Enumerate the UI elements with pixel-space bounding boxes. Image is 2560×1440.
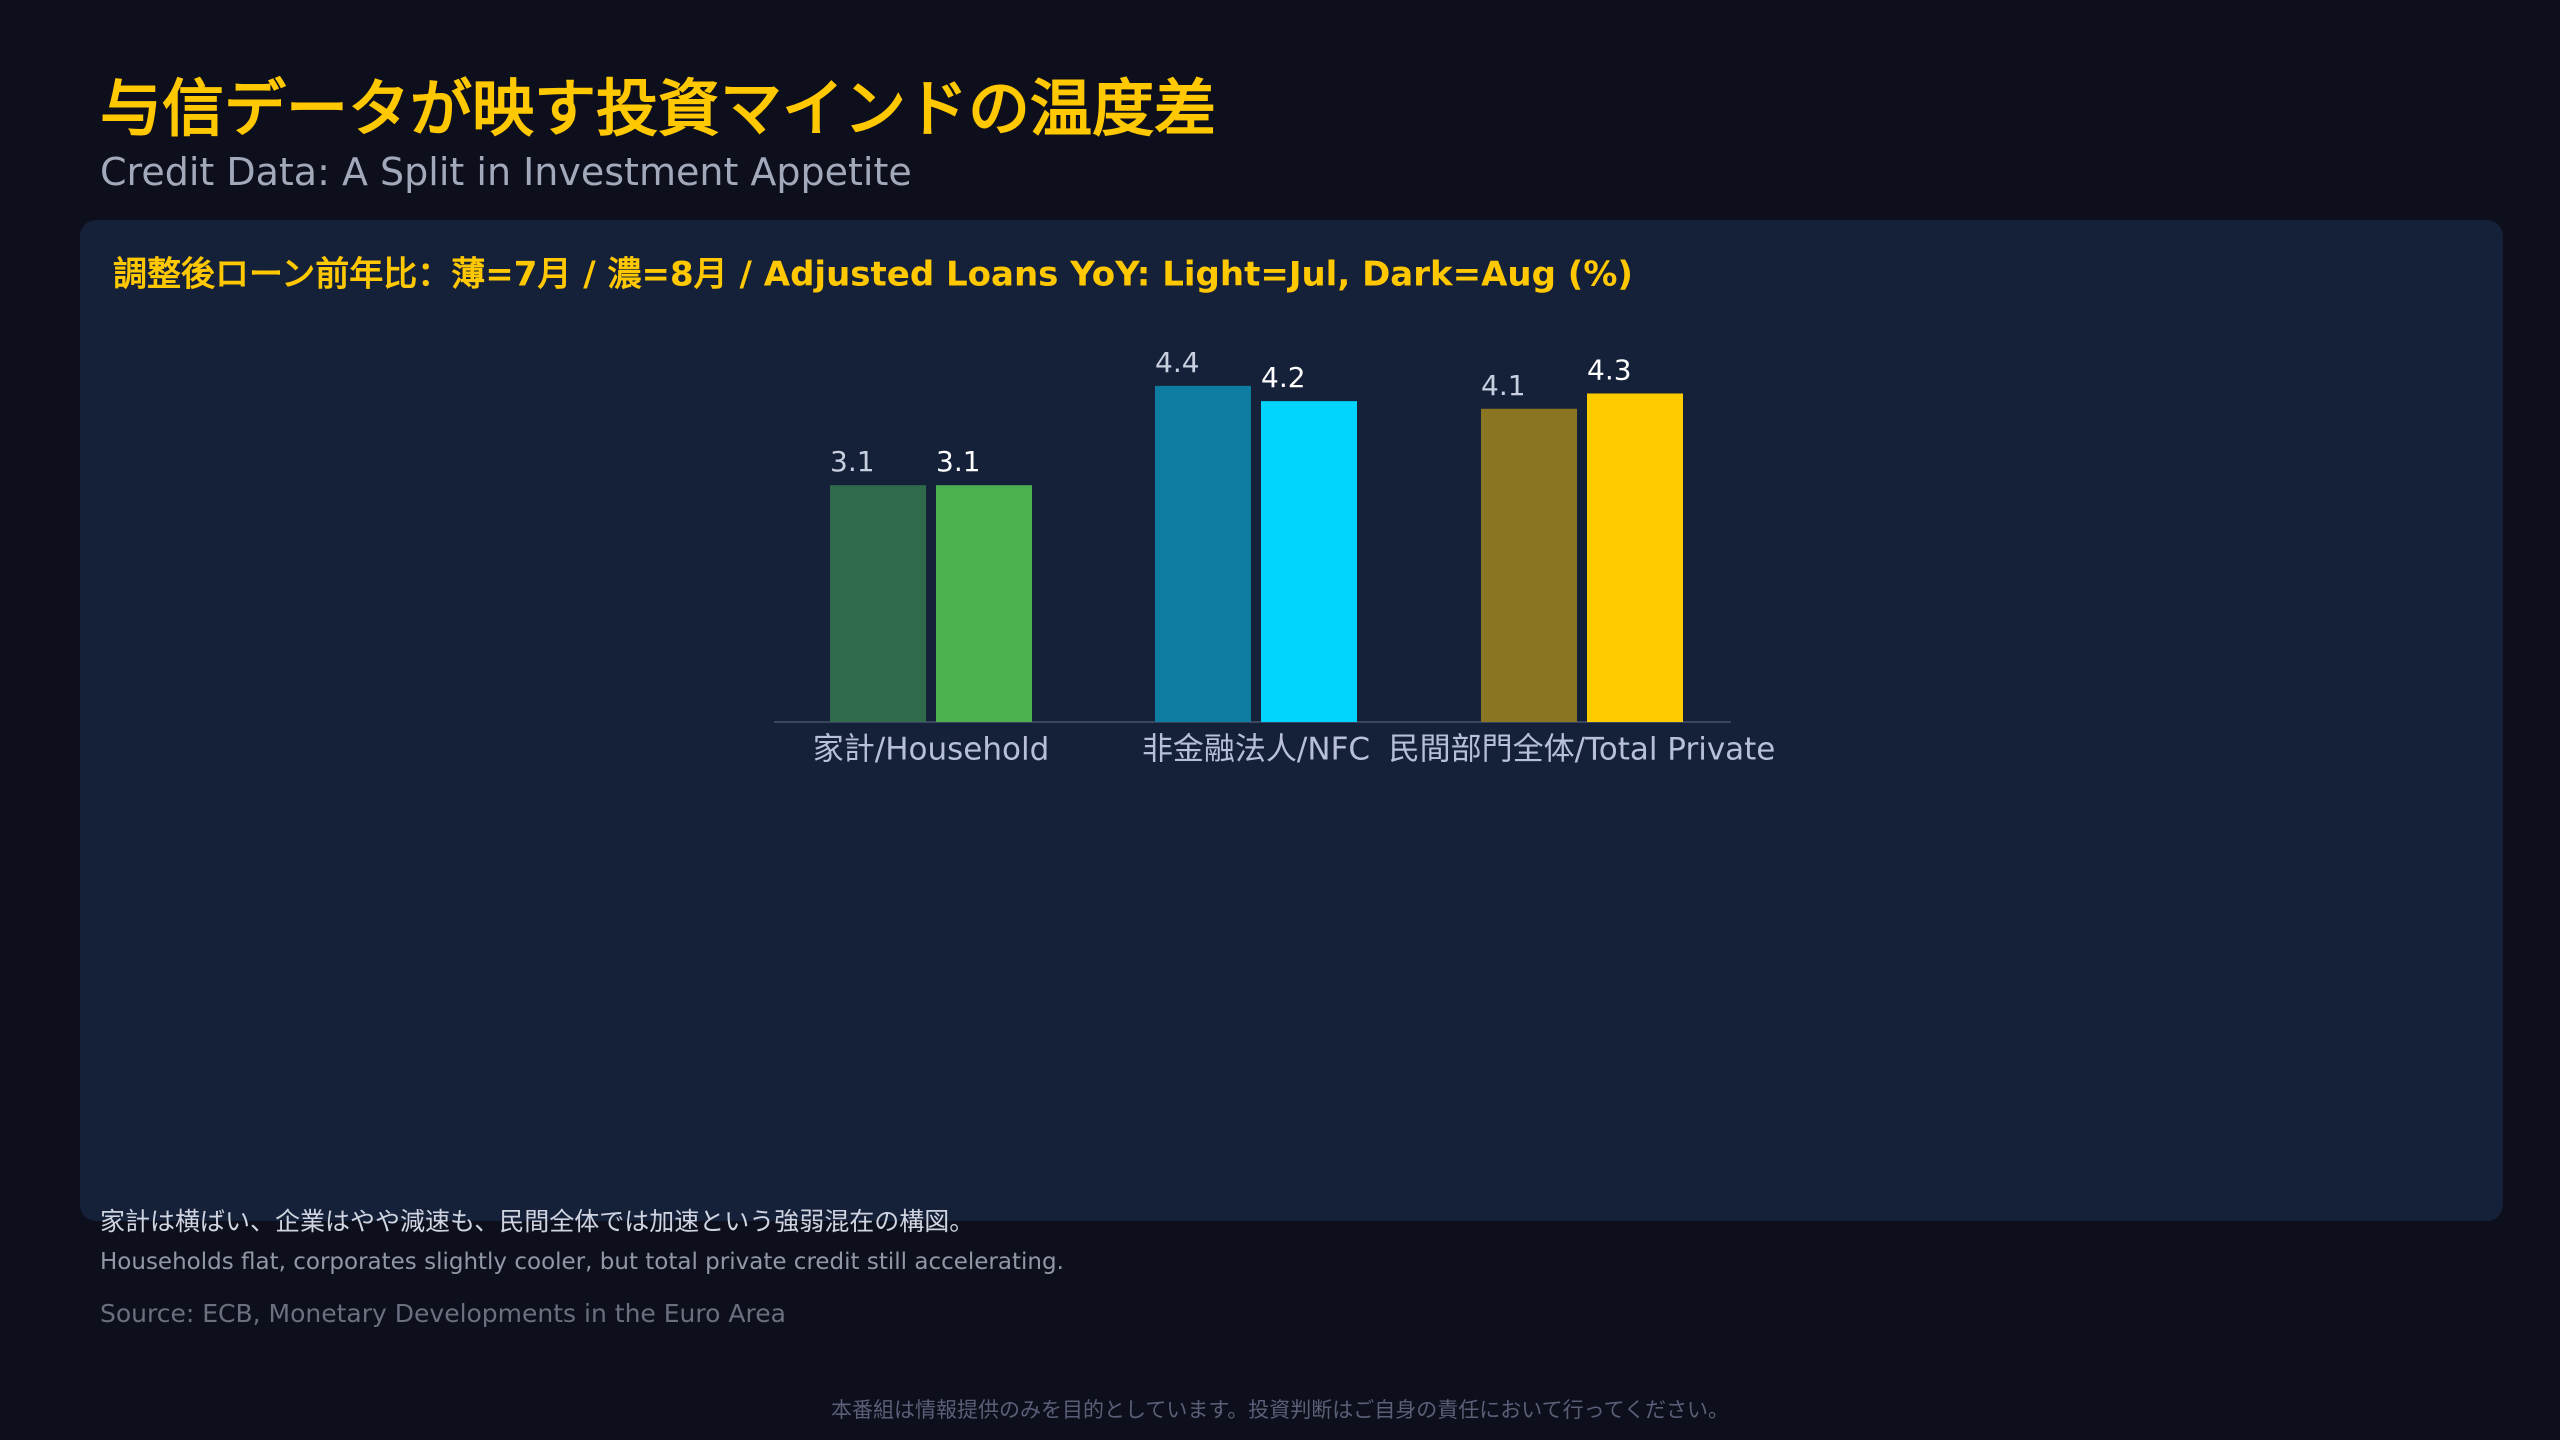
note-ja: 家計は横ばい、企業はやや減速も、民間全体では加速という強弱混在の構図。: [100, 1207, 975, 1236]
x-tick-label: 家計/Household: [813, 732, 1050, 768]
chart-title: 調整後ローン前年比：薄=7月 / 濃=8月 / Adjusted Loans Y…: [113, 255, 1633, 295]
bar: [1587, 393, 1683, 722]
value-label: 4.4: [1155, 346, 1200, 379]
bar: [1481, 408, 1577, 722]
bar: [830, 485, 926, 722]
bar: [1155, 385, 1251, 722]
x-tick-label: 非金融法人/NFC: [1142, 732, 1370, 768]
disclaimer: 本番組は情報提供のみを目的としています。投資判断はご自身の責任において行ってくだ…: [831, 1398, 1729, 1422]
page-subtitle: Credit Data: A Split in Investment Appet…: [100, 150, 912, 194]
value-label: 4.2: [1261, 361, 1306, 394]
x-tick-label: 民間部門全体/Total Private: [1389, 732, 1776, 768]
page-title: 与信データが映す投資マインドの温度差: [100, 72, 1217, 145]
note-en: Households flat, corporates slightly coo…: [100, 1249, 1064, 1275]
source: Source: ECB, Monetary Developments in th…: [100, 1299, 786, 1328]
value-label: 3.1: [830, 445, 875, 478]
bar: [1261, 401, 1357, 722]
bar: [936, 485, 1032, 722]
value-label: 3.1: [936, 445, 981, 478]
value-label: 4.1: [1481, 369, 1526, 402]
value-label: 4.3: [1587, 353, 1632, 386]
